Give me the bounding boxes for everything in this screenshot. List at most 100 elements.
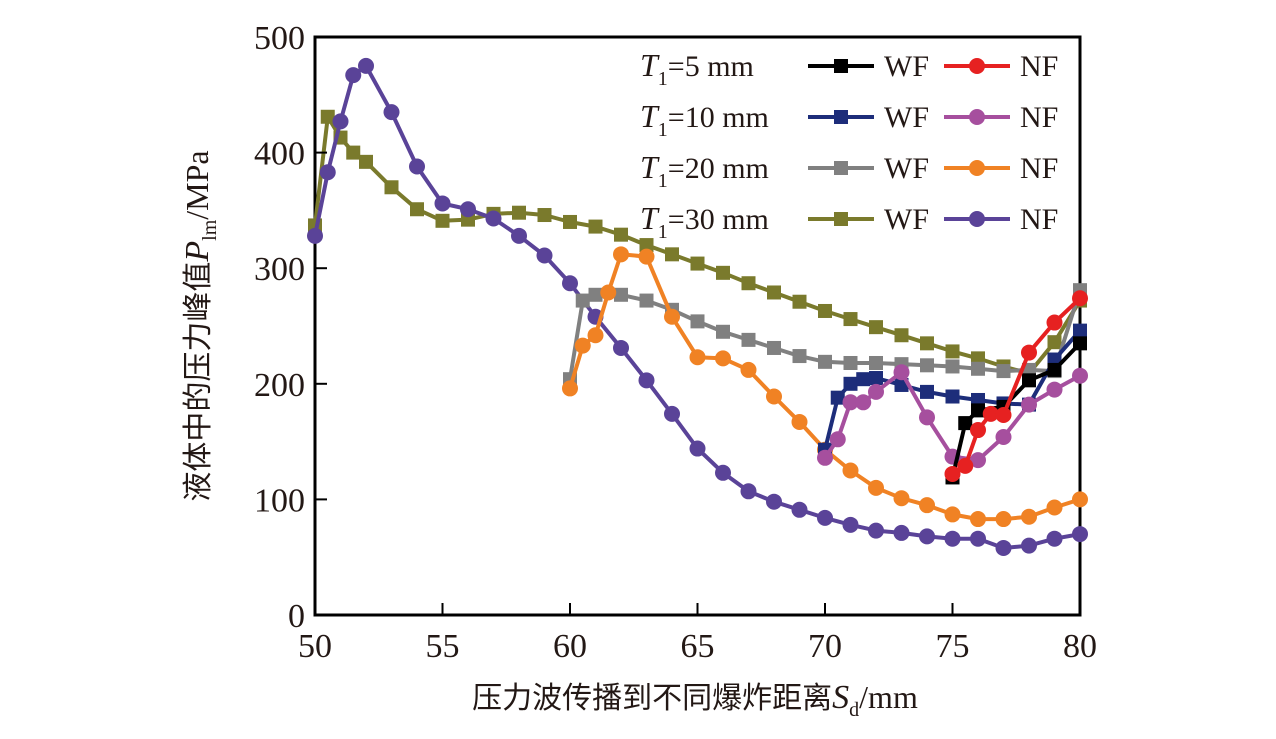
data-point (893, 364, 910, 381)
series-line (313, 63, 1081, 550)
legend-entry-label: NF (1020, 101, 1058, 134)
data-point (574, 337, 591, 354)
data-point (563, 214, 577, 229)
data-point (460, 201, 476, 218)
data-point (1073, 336, 1087, 351)
data-point (957, 457, 974, 474)
series-t1-20-mm-nf (562, 246, 1088, 528)
y-axis-title-text: 液体中的压力峰值 (181, 262, 216, 502)
data-point (1046, 499, 1063, 516)
data-point (868, 522, 884, 539)
data-point (920, 384, 934, 399)
data-point (945, 359, 960, 374)
y-tick-label: 200 (254, 367, 305, 404)
data-point (562, 380, 578, 397)
data-point (614, 227, 628, 242)
data-point (830, 390, 845, 405)
legend-marker (834, 212, 848, 226)
legend-entry-label: NF (1020, 203, 1058, 236)
data-point (996, 364, 1011, 379)
y-axis-title-unit: /MPa (179, 150, 215, 219)
data-point (843, 355, 858, 370)
data-point (715, 464, 731, 481)
legend-marker (834, 110, 848, 124)
legend-entry-label: WF (884, 152, 929, 185)
data-point (1072, 367, 1088, 384)
legend-marker (834, 59, 848, 73)
data-point (818, 303, 832, 318)
data-point (665, 247, 679, 262)
series-t1-5-mm-nf (944, 290, 1088, 482)
data-point (1021, 344, 1037, 361)
data-point (383, 104, 400, 121)
data-point (869, 355, 883, 370)
series-layer (307, 57, 1088, 556)
y-tick-label: 400 (254, 136, 305, 173)
data-point (995, 539, 1012, 556)
data-point (995, 407, 1012, 424)
data-point (690, 314, 705, 329)
data-point (856, 372, 871, 387)
data-point (894, 328, 909, 343)
data-point (1021, 396, 1037, 413)
data-point (346, 145, 361, 160)
data-point (944, 506, 961, 523)
data-point (600, 284, 617, 301)
x-tick-label: 80 (1063, 628, 1097, 665)
y-tick-label: 100 (254, 482, 305, 519)
data-point (920, 336, 934, 351)
data-point (971, 361, 985, 376)
data-point (868, 479, 884, 496)
legend-entry-label: NF (1020, 50, 1058, 83)
data-point (639, 238, 654, 253)
data-point (1072, 290, 1088, 307)
legend-row-label: T1=5 mm (640, 47, 754, 90)
data-point (690, 256, 705, 271)
series-t1-20-mm-wf (563, 283, 1087, 387)
data-point (829, 431, 846, 448)
data-point (1073, 323, 1087, 338)
data-point (410, 202, 424, 217)
data-point (485, 210, 502, 227)
x-tick-label: 65 (681, 628, 715, 665)
legend-marker (969, 58, 985, 74)
x-tick-label: 75 (936, 628, 970, 665)
y-axis-title-var: P (179, 241, 216, 263)
legend-row-label: T1=10 mm (640, 98, 769, 141)
data-point (435, 213, 450, 228)
data-point (766, 388, 782, 405)
data-point (575, 293, 590, 308)
legend: T1=5 mm WF NF T1=10 mm WF NF T1=20 mm WF NF T1=30… (640, 47, 1058, 243)
data-point (740, 361, 757, 378)
x-tick-label: 70 (808, 628, 842, 665)
data-point (842, 462, 859, 479)
data-point (970, 422, 986, 439)
legend-entry-label: NF (1020, 152, 1058, 185)
data-point (1021, 508, 1037, 525)
data-point (791, 413, 808, 430)
x-axis-title-sub: d (849, 699, 859, 721)
data-point (332, 113, 349, 130)
data-point (664, 405, 680, 422)
series-t1-30-mm-nf (307, 57, 1088, 556)
data-point (638, 372, 655, 389)
data-point (716, 265, 730, 280)
data-point (982, 405, 999, 422)
data-point (359, 154, 373, 169)
y-tick-label: 0 (288, 598, 305, 635)
data-point (409, 158, 425, 175)
data-point (817, 449, 833, 466)
data-point (613, 339, 629, 356)
data-point (944, 530, 961, 547)
data-point (715, 350, 731, 367)
data-point (588, 219, 603, 234)
data-point (741, 276, 756, 291)
x-tick-label: 55 (426, 628, 460, 665)
legend-marker (969, 160, 985, 176)
data-point (919, 409, 935, 426)
data-point (613, 246, 629, 263)
x-axis-title-text: 压力波传播到不同爆炸距离 (472, 681, 832, 716)
y-tick-label: 500 (254, 20, 305, 57)
legend-marker (834, 161, 848, 175)
data-point (767, 340, 781, 355)
